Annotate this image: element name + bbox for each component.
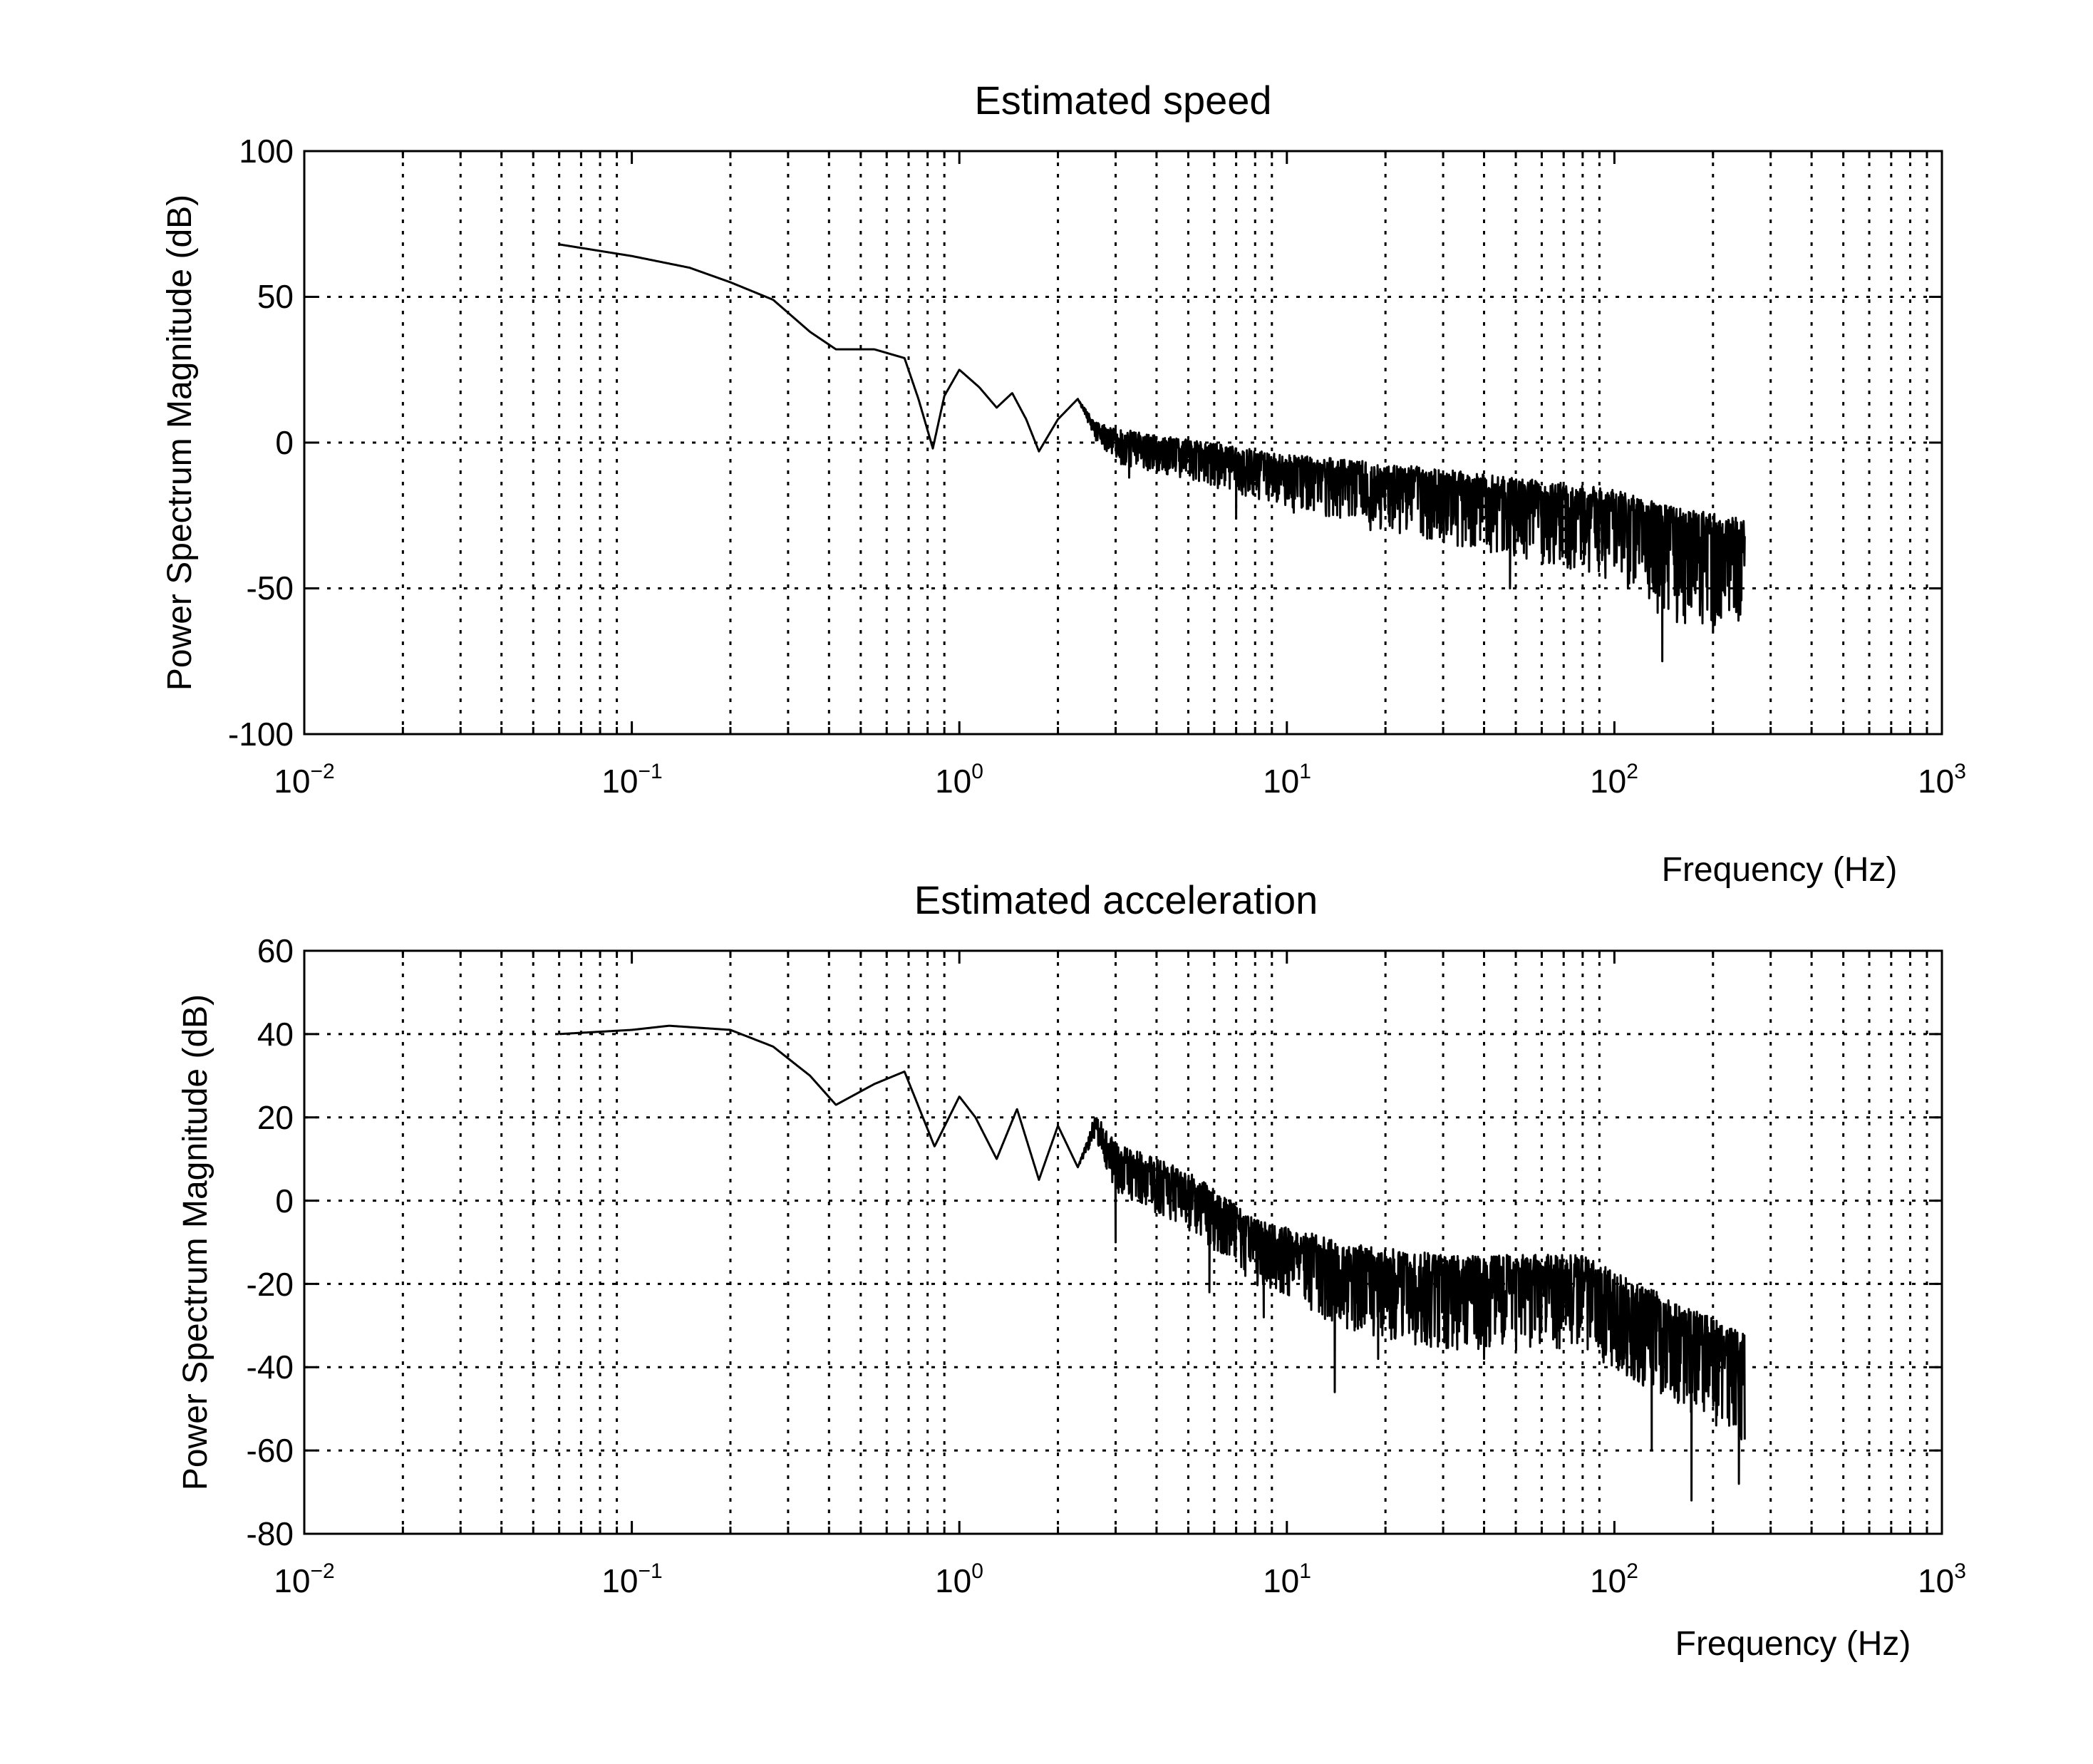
- x-tick-label: 100: [935, 760, 983, 800]
- acceleration-series-layer: [558, 1024, 1746, 1502]
- y-tick-label: -100: [228, 716, 294, 753]
- x-tick-label: 10−2: [274, 1559, 334, 1599]
- speed-x-axis-label: Frequency (Hz): [1662, 851, 1898, 889]
- speed-y-tick-labels: 100 50 0 -50 -100: [228, 133, 294, 753]
- y-tick-label: 40: [257, 1016, 294, 1053]
- acceleration-y-axis-label: Power Spectrum Magnitude (dB): [177, 994, 215, 1490]
- acceleration-x-axis-label: Frequency (Hz): [1675, 1625, 1911, 1663]
- speed-series-layer: [558, 243, 1746, 663]
- y-tick-label: 50: [257, 278, 294, 315]
- x-tick-label: 101: [1263, 1559, 1311, 1599]
- speed-tick-marks: [303, 150, 1942, 736]
- series-line: [558, 1024, 1746, 1502]
- x-tick-label: 103: [1918, 760, 1966, 800]
- y-tick-label: -60: [247, 1432, 294, 1469]
- x-tick-label: 101: [1263, 760, 1311, 800]
- speed-x-tick-labels: 10−2 10−1 100 101 102 103: [274, 760, 1966, 800]
- y-tick-label: 20: [257, 1099, 294, 1136]
- acceleration-plot-frame: [303, 949, 1943, 1535]
- y-tick-label: -50: [247, 569, 294, 607]
- y-tick-label: 0: [275, 424, 294, 461]
- speed-y-axis-label: Power Spectrum Magnitude (dB): [161, 195, 199, 691]
- x-tick-label: 103: [1918, 1559, 1966, 1599]
- speed-chart: Estimated speed 100 50 0 -50 -100 10−2 1…: [161, 78, 1966, 889]
- y-tick-label: 60: [257, 932, 294, 969]
- acceleration-chart-title: Estimated acceleration: [914, 877, 1318, 922]
- acceleration-y-tick-labels: 60 40 20 0 -20 -40 -60 -80: [247, 932, 294, 1552]
- y-tick-label: -40: [247, 1348, 294, 1386]
- y-tick-label: -20: [247, 1266, 294, 1303]
- acceleration-x-tick-labels: 10−2 10−1 100 101 102 103: [274, 1559, 1966, 1599]
- y-tick-label: 100: [239, 133, 294, 170]
- x-tick-label: 10−2: [274, 760, 334, 800]
- y-tick-label: 0: [275, 1182, 294, 1219]
- series-line: [558, 243, 1746, 663]
- x-tick-label: 10−1: [601, 1559, 662, 1599]
- acceleration-gridlines: [304, 951, 1942, 1534]
- speed-chart-title: Estimated speed: [974, 78, 1271, 123]
- acceleration-chart: Estimated acceleration 60 40 20 0 -20 -4…: [177, 877, 1966, 1663]
- x-tick-label: 102: [1590, 1559, 1638, 1599]
- x-tick-label: 100: [935, 1559, 983, 1599]
- x-tick-label: 102: [1590, 760, 1638, 800]
- y-tick-label: -80: [247, 1515, 294, 1552]
- acceleration-tick-marks: [303, 949, 1942, 1535]
- x-tick-label: 10−1: [601, 760, 662, 800]
